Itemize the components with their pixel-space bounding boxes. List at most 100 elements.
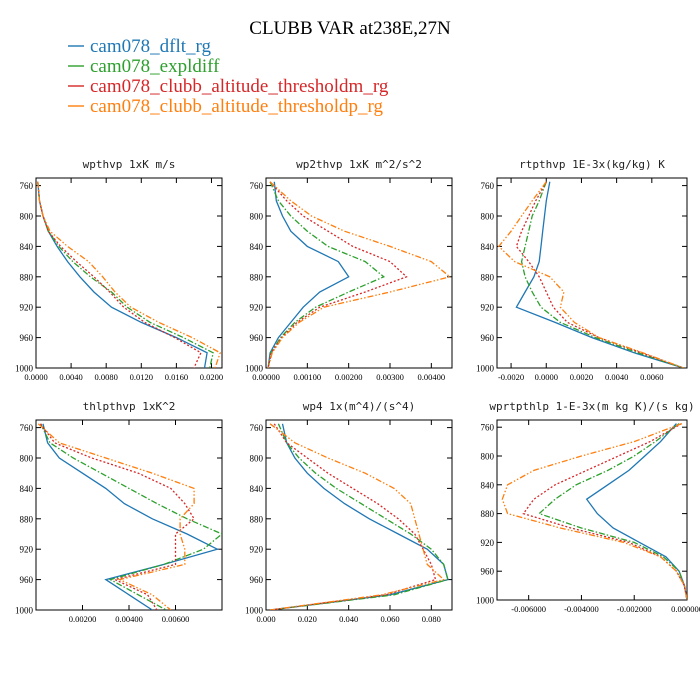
y-tick-label: 840 [20, 242, 34, 252]
series-line-cam078_dflt_rg [37, 181, 208, 368]
x-tick-label: 0.060 [380, 614, 399, 624]
x-tick-label: -0.0020 [498, 372, 524, 382]
y-tick-label: 880 [481, 272, 495, 282]
x-tick-label: 0.00300 [376, 372, 404, 382]
chart-panel: rtpthvp 1E-3x(kg/kg) K 760 800 840 880 920 960… [476, 158, 688, 382]
chart-panel: wprtpthlp 1-E-3x(m kg K)/(s kg) 760 800 840… [476, 400, 700, 614]
y-tick-label: 960 [250, 333, 264, 343]
series-line-cam078_expldiff [40, 423, 222, 610]
series-line-cam078_clubb_altitude_thresholdm_rg [37, 181, 202, 368]
series-line-cam078_dflt_rg [267, 181, 350, 368]
x-tick-label: 0.0000 [535, 372, 558, 382]
y-tick-label: 880 [250, 272, 264, 282]
y-tick-label: 920 [481, 303, 495, 313]
figure-title: CLUBB VAR at238E,27N [249, 18, 451, 39]
y-tick-label: 840 [481, 480, 495, 490]
y-tick-label: 880 [481, 509, 495, 519]
y-tick-label: 1000 [476, 364, 495, 374]
y-tick-label: 960 [481, 333, 495, 343]
y-tick-label: 1000 [476, 596, 495, 606]
x-tick-label: -0.004000 [564, 604, 599, 614]
series-line-cam078_expldiff [270, 423, 449, 610]
x-tick-label: 0.00000 [252, 372, 280, 382]
panel-title: wp2thvp 1xK m^2/s^2 [296, 158, 422, 171]
y-tick-label: 840 [250, 242, 264, 252]
y-tick-label: 800 [481, 452, 495, 462]
y-tick-label: 1000 [245, 364, 264, 374]
series-line-cam078_clubb_altitude_thresholdm_rg [270, 423, 437, 610]
legend-entry: cam078_dflt_rg [90, 36, 212, 57]
y-tick-label: 960 [20, 333, 34, 343]
x-tick-label: 0.080 [422, 614, 441, 624]
y-tick-label: 880 [20, 514, 34, 524]
x-tick-label: 0.00200 [335, 372, 363, 382]
x-tick-label: 0.0020 [570, 372, 593, 382]
x-tick-label: 0.00200 [69, 614, 97, 624]
panel-title: wp4 1x(m^4)/(s^4) [303, 400, 416, 413]
y-tick-label: 760 [250, 423, 264, 433]
legend-entry: cam078_clubb_altitude_thresholdp_rg [90, 96, 384, 117]
panel-title: rtpthvp 1E-3x(kg/kg) K [519, 158, 665, 171]
x-tick-label: 0.0040 [59, 372, 82, 382]
x-tick-label: 0.0040 [605, 372, 628, 382]
series-line-cam078_clubb_altitude_thresholdm_rg [267, 181, 408, 368]
y-tick-label: 840 [250, 484, 264, 494]
x-tick-label: 0.020 [298, 614, 317, 624]
y-tick-label: 800 [250, 454, 264, 464]
series-line-cam078_dflt_rg [270, 423, 449, 610]
y-tick-label: 840 [20, 484, 34, 494]
y-tick-label: 880 [20, 272, 34, 282]
plot-frame [265, 419, 453, 611]
x-tick-label: 0.000 [256, 614, 275, 624]
series-line-cam078_dflt_rg [585, 423, 687, 600]
panel-title: wpthvp 1xK m/s [83, 158, 176, 171]
y-tick-label: 960 [250, 575, 264, 585]
y-tick-label: 760 [20, 181, 34, 191]
x-tick-label: 0.0160 [165, 372, 188, 382]
x-tick-label: 0.0120 [130, 372, 153, 382]
x-tick-label: 0.000000 [671, 604, 700, 614]
y-tick-label: 760 [481, 423, 495, 433]
x-tick-label: 0.00100 [294, 372, 322, 382]
legend-entry: cam078_clubb_altitude_thresholdm_rg [90, 76, 389, 97]
series-line-cam078_clubb_altitude_thresholdp_rg [269, 423, 446, 610]
plot-frame [496, 419, 688, 601]
y-tick-label: 920 [250, 545, 264, 555]
y-tick-label: 920 [20, 303, 34, 313]
y-tick-label: 760 [250, 181, 264, 191]
chart-panel: wp4 1x(m^4)/(s^4)76080084088092096010000… [245, 400, 453, 624]
series-line-cam078_clubb_altitude_thresholdp_rg [497, 181, 684, 368]
x-tick-label: -0.006000 [511, 604, 546, 614]
x-tick-label: 0.0080 [95, 372, 118, 382]
y-tick-label: 760 [481, 181, 495, 191]
y-tick-label: 960 [481, 567, 495, 577]
series-line-cam078_clubb_altitude_thresholdm_rg [522, 423, 687, 600]
plot-frame [496, 177, 688, 369]
y-tick-label: 1000 [15, 606, 34, 616]
x-tick-label: 0.040 [339, 614, 358, 624]
y-tick-label: 1000 [15, 364, 34, 374]
chart-panel: thlpthvp 1xK^2 760 800 840 880 920 960 1000 0.00… [15, 400, 223, 624]
x-tick-label: 0.00600 [162, 614, 190, 624]
y-tick-label: 960 [20, 575, 34, 585]
y-tick-label: 760 [20, 423, 34, 433]
y-tick-label: 800 [481, 212, 495, 222]
series-line-cam078_dflt_rg [515, 181, 684, 368]
plot-frame [35, 419, 223, 611]
legend-entry: cam078_expldiff [90, 56, 220, 77]
x-tick-label: 0.0200 [200, 372, 223, 382]
chart-panel: wpthvp 1xK m/s76080084088092096010000.00… [15, 158, 223, 382]
x-tick-label: 0.00400 [418, 372, 446, 382]
plot-frame [265, 177, 453, 369]
y-tick-label: 800 [250, 212, 264, 222]
x-tick-label: 0.0000 [24, 372, 47, 382]
plot-frame [35, 177, 223, 369]
x-tick-label: -0.002000 [617, 604, 652, 614]
legend: cam078_dflt_rgcam078_expldiffcam078_club… [68, 36, 389, 117]
series-line-cam078_clubb_altitude_thresholdp_rg [37, 423, 195, 610]
x-tick-label: 0.00400 [115, 614, 143, 624]
chart-panel: wp2thvp 1xK m^2/s^2 760 800 840 880 920 960 100… [245, 158, 453, 382]
series-line-cam078_expldiff [37, 181, 214, 368]
series-line-cam078_clubb_altitude_thresholdp_rg [267, 181, 452, 368]
